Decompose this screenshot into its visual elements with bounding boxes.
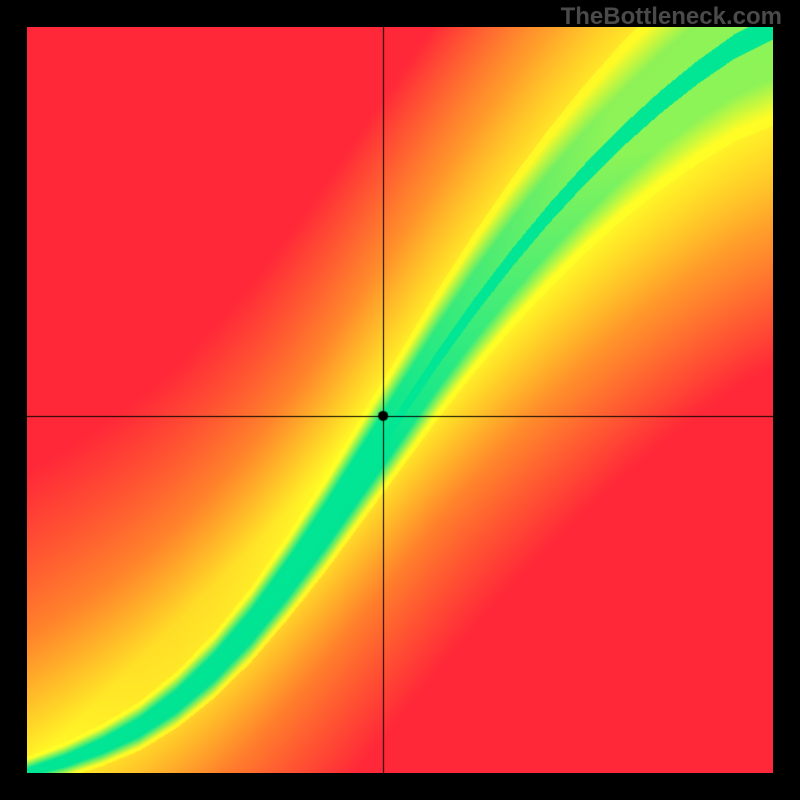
bottleneck-heatmap xyxy=(27,27,773,773)
watermark-text: TheBottleneck.com xyxy=(561,3,782,31)
heatmap-canvas xyxy=(27,27,773,773)
